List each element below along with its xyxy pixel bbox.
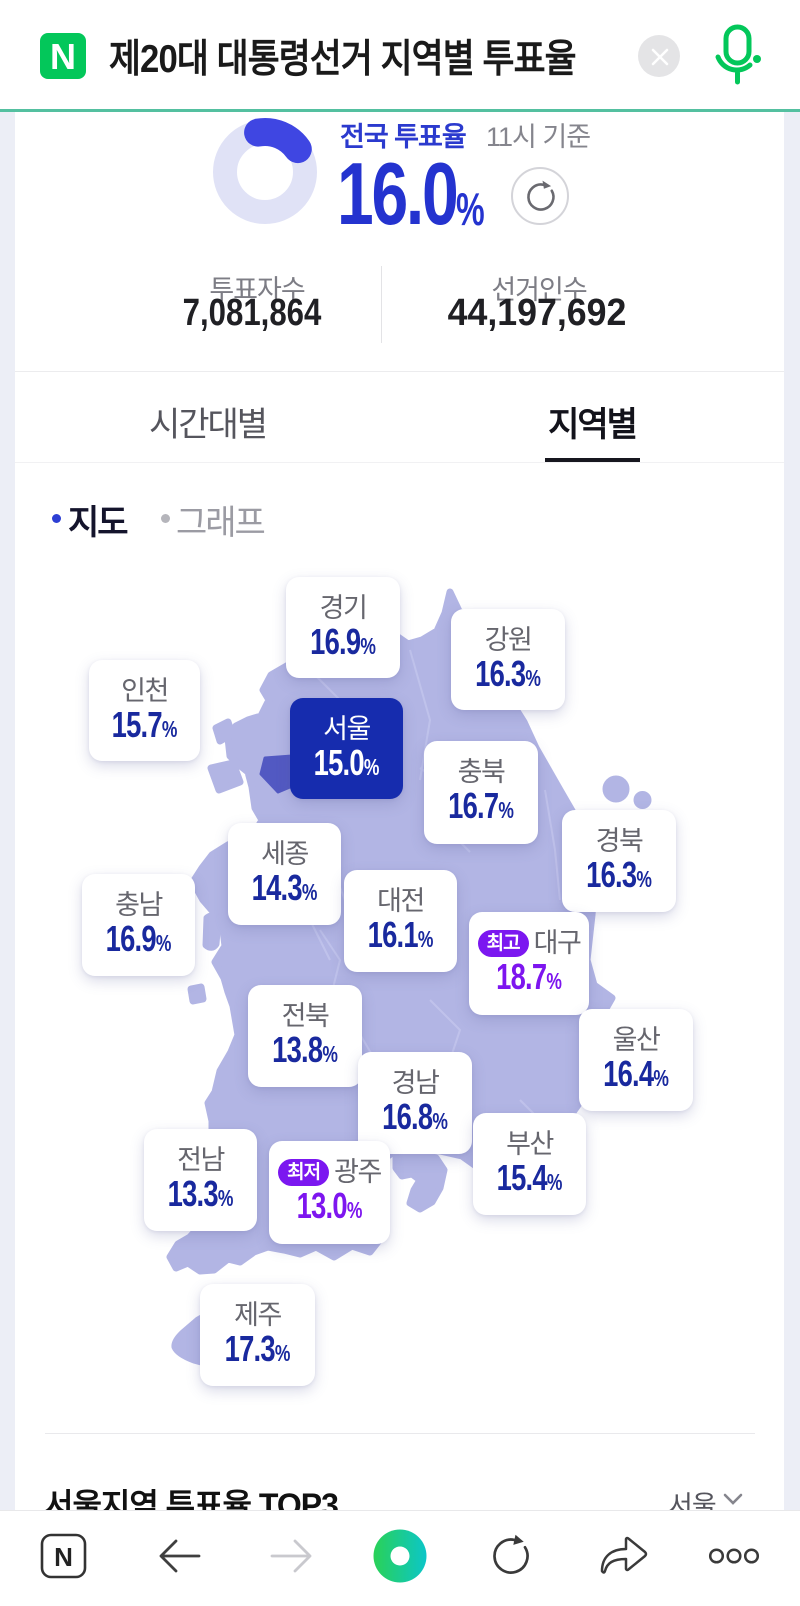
- svg-text:N: N: [54, 1542, 73, 1572]
